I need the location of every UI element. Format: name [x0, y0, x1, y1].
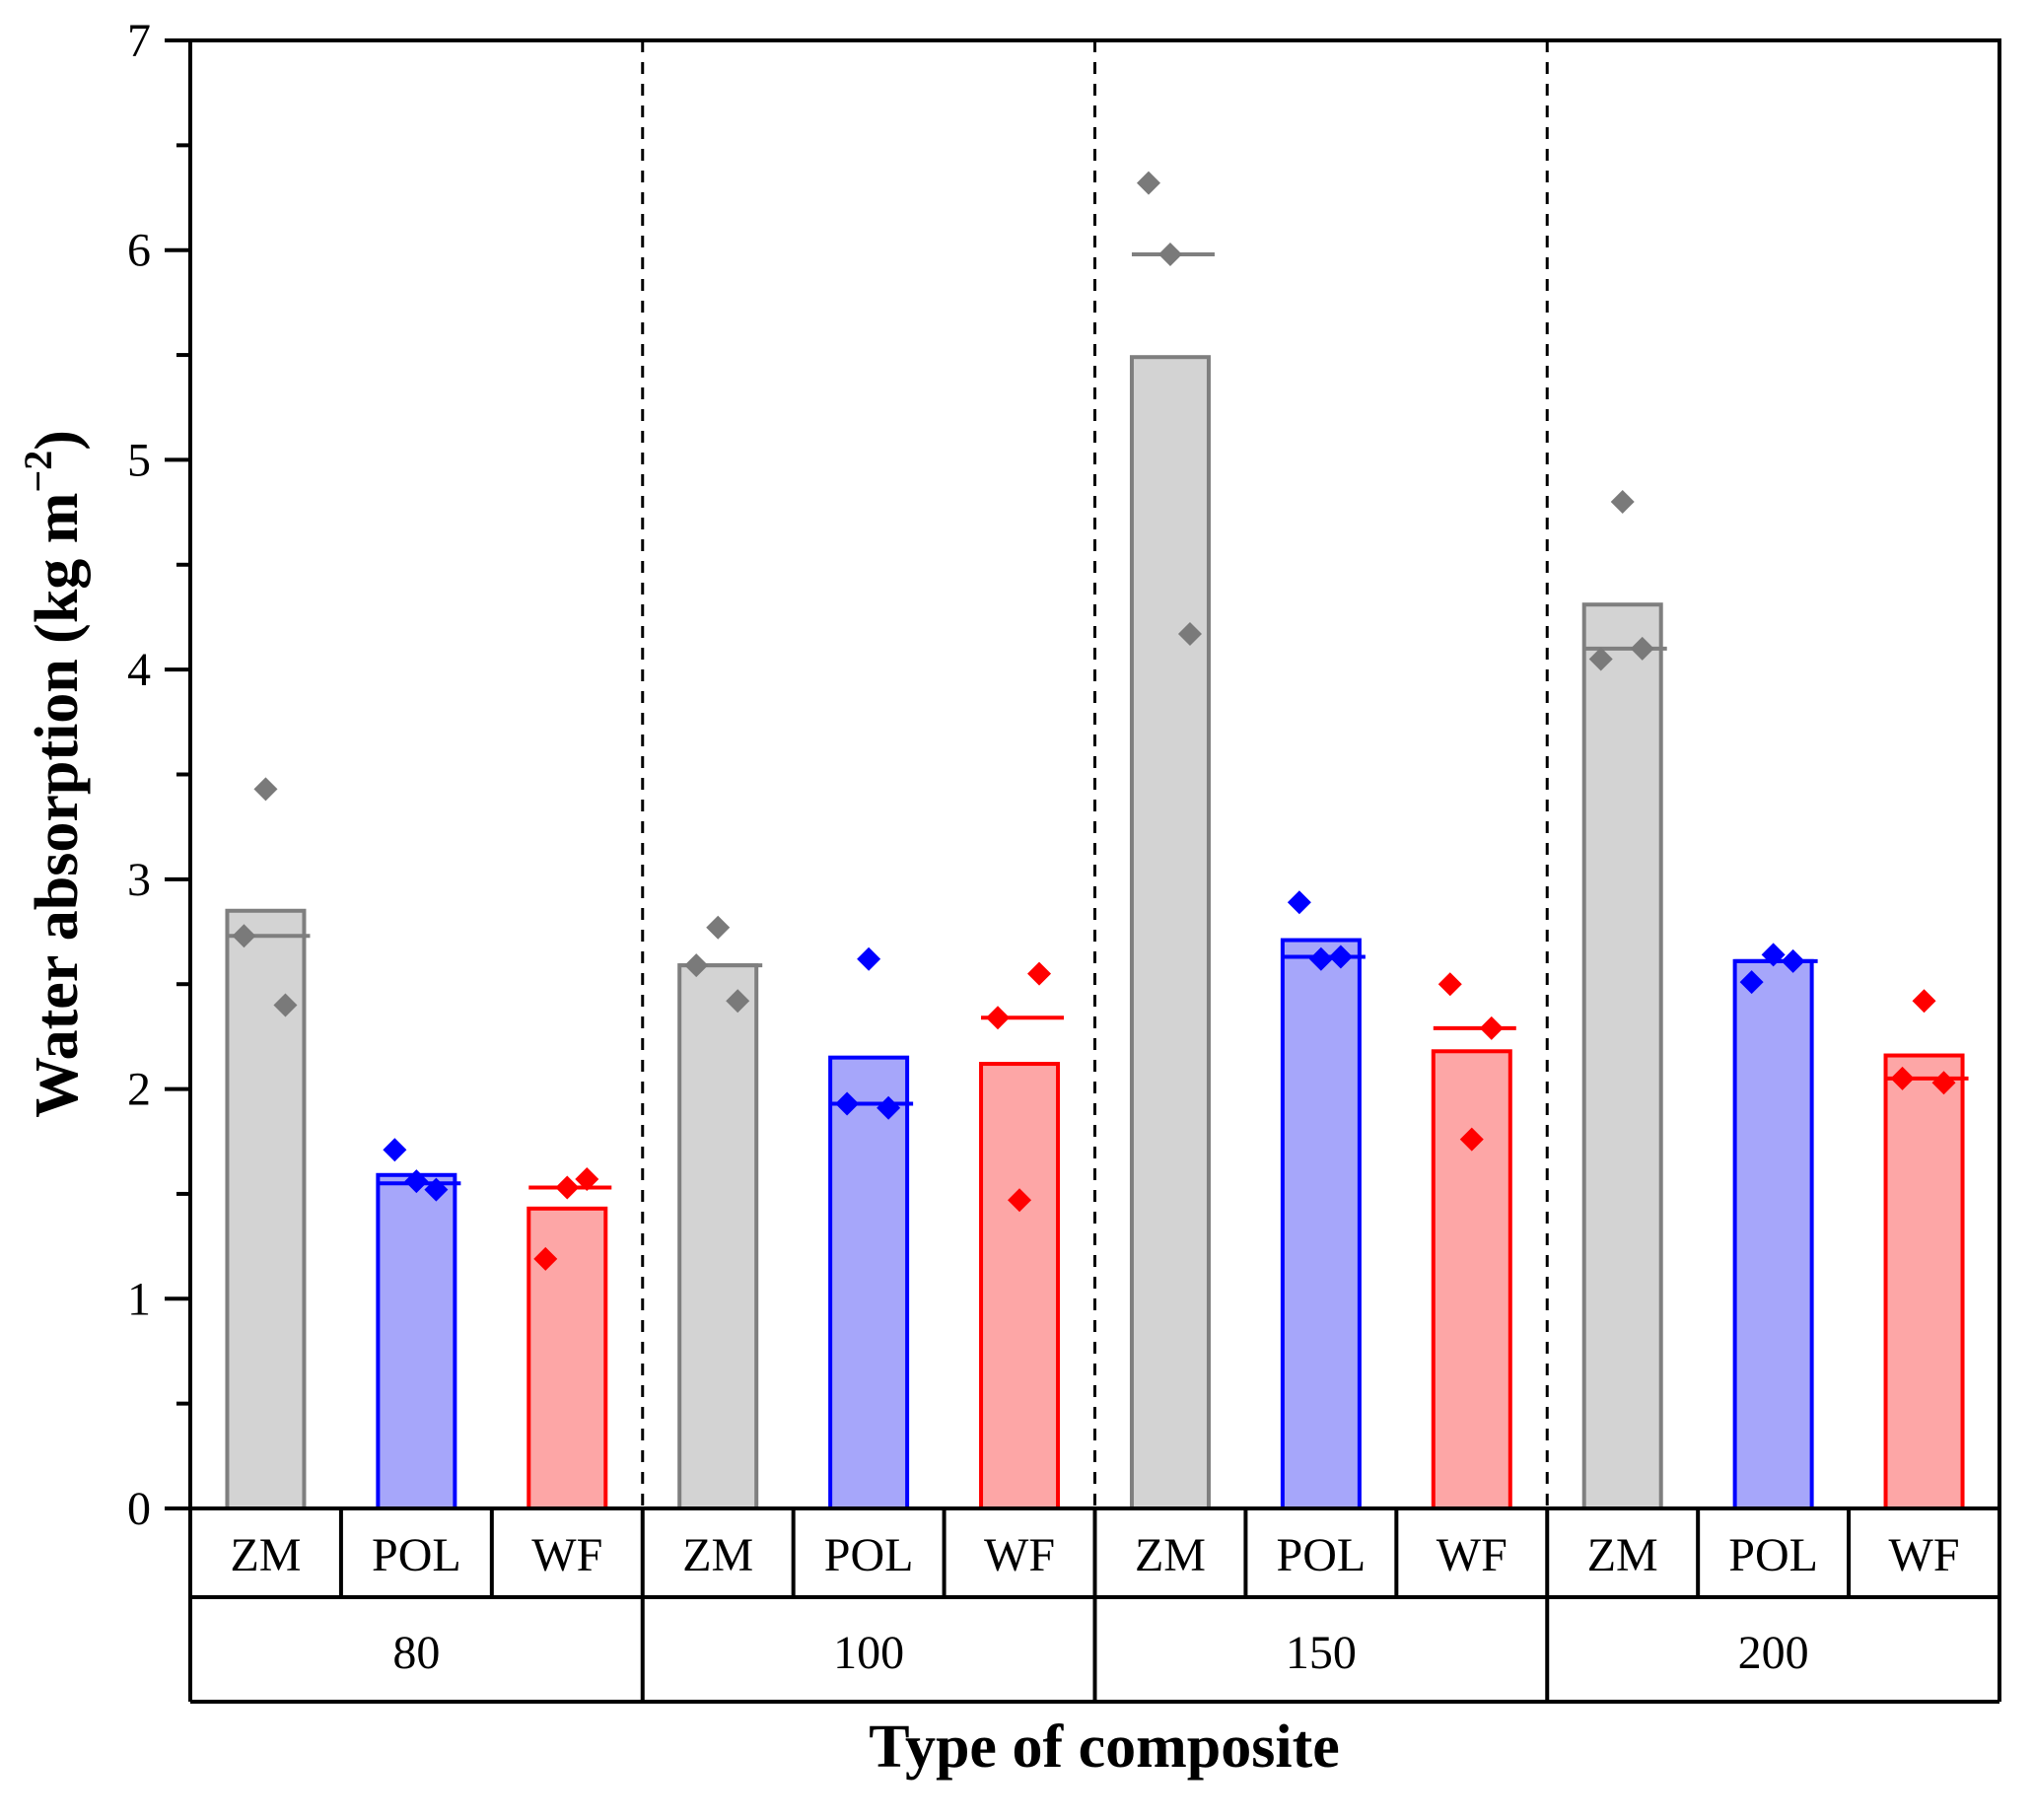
series-label-150-ZM: ZM — [1135, 1529, 1206, 1581]
y-tick-label: 7 — [127, 15, 151, 67]
bar-150-WF — [1431, 1049, 1512, 1510]
bar-200-ZM — [1581, 602, 1663, 1510]
y-axis-title: Water absorption (kg m−2) — [16, 430, 91, 1118]
data-point-200-ZM-1 — [1588, 647, 1613, 671]
series-label-100-POL: POL — [824, 1529, 914, 1581]
y-axis: 0 1 2 3 4 5 6 7 — [127, 15, 190, 1535]
data-point-150-ZM-1 — [1136, 171, 1160, 195]
series-label-80-ZM: ZM — [230, 1529, 301, 1581]
y-tick-label: 5 — [127, 434, 151, 486]
bar-200-WF — [1883, 1053, 1965, 1510]
y-tick-label: 3 — [127, 854, 151, 906]
data-point-200-ZM-2 — [1610, 489, 1635, 514]
data-point-150-POL-1 — [1287, 890, 1311, 915]
data-point-100-POL-1 — [835, 1091, 860, 1116]
data-point-150-POL-3 — [1328, 945, 1353, 969]
y-tick-label: 2 — [127, 1064, 151, 1116]
group-separators — [641, 40, 1549, 1508]
bar-100-POL — [828, 1055, 910, 1511]
data-point-80-ZM-1 — [232, 924, 256, 948]
series-label-200-WF: WF — [1889, 1529, 1960, 1581]
data-point-200-POL-1 — [1739, 970, 1764, 995]
data-point-80-ZM-2 — [253, 777, 278, 802]
data-point-200-WF-1 — [1890, 1066, 1915, 1090]
bar-200-POL — [1732, 958, 1814, 1510]
series-label-200-ZM: ZM — [1587, 1529, 1658, 1581]
group-label-80: 80 — [392, 1627, 440, 1679]
data-point-200-ZM-3 — [1630, 636, 1654, 661]
data-point-150-WF-1 — [1437, 972, 1462, 997]
data-point-100-ZM-3 — [726, 989, 750, 1014]
data-point-100-POL-3 — [876, 1095, 901, 1120]
group-label-150: 150 — [1286, 1627, 1357, 1679]
y-tick-label: 0 — [127, 1483, 151, 1535]
bar-100-ZM — [677, 963, 759, 1510]
data-point-200-WF-3 — [1931, 1071, 1956, 1095]
data-point-150-POL-2 — [1308, 946, 1333, 971]
data-point-80-WF-3 — [575, 1167, 599, 1192]
series-label-150-POL: POL — [1277, 1529, 1367, 1581]
series-label-150-WF: WF — [1437, 1529, 1507, 1581]
y-tick-label: 4 — [127, 644, 151, 696]
data-point-150-ZM-2 — [1157, 242, 1182, 266]
data-point-80-POL-1 — [383, 1138, 407, 1162]
series-label-80-POL: POL — [372, 1529, 461, 1581]
data-point-150-WF-2 — [1459, 1127, 1484, 1152]
bar-150-ZM — [1129, 355, 1211, 1510]
data-point-100-WF-2 — [1008, 1188, 1032, 1213]
series-label-80-WF: WF — [531, 1529, 602, 1581]
data-point-200-POL-2 — [1761, 943, 1786, 967]
data-point-80-POL-3 — [424, 1177, 449, 1202]
data-point-80-ZM-3 — [273, 993, 298, 1017]
data-point-100-ZM-1 — [684, 953, 709, 978]
bar-100-WF — [979, 1062, 1061, 1510]
data-point-100-WF-3 — [1027, 961, 1052, 986]
bar-80-ZM — [225, 908, 307, 1510]
data-point-200-WF-2 — [1912, 989, 1936, 1014]
x-axis-title: Type of composite — [869, 1714, 1340, 1781]
group-label-100: 100 — [833, 1627, 904, 1679]
group-label-200: 200 — [1738, 1627, 1809, 1679]
bar-150-POL — [1280, 938, 1362, 1510]
data-point-200-POL-3 — [1781, 948, 1805, 973]
bars-layer — [225, 355, 1965, 1511]
medians-layer — [227, 251, 1969, 1190]
data-point-80-POL-2 — [404, 1169, 429, 1194]
data-point-80-WF-1 — [533, 1246, 558, 1271]
bar-80-POL — [376, 1172, 457, 1511]
points-layer — [232, 171, 1956, 1271]
y-tick-label: 6 — [127, 225, 151, 277]
category-table: ZM POL WF 80 ZM POL WF 100 ZM POL WF 150 ZM POL WF 200 — [188, 1508, 2001, 1704]
data-point-100-ZM-2 — [706, 915, 731, 940]
data-point-80-WF-2 — [555, 1175, 580, 1200]
y-tick-label: 1 — [127, 1273, 151, 1325]
data-point-150-WF-3 — [1479, 1015, 1504, 1040]
series-label-100-ZM: ZM — [682, 1529, 753, 1581]
data-point-100-WF-1 — [986, 1006, 1011, 1030]
series-label-200-POL: POL — [1728, 1529, 1818, 1581]
data-point-100-POL-2 — [857, 946, 881, 971]
data-point-150-ZM-3 — [1177, 621, 1202, 646]
series-label-100-WF: WF — [984, 1529, 1055, 1581]
